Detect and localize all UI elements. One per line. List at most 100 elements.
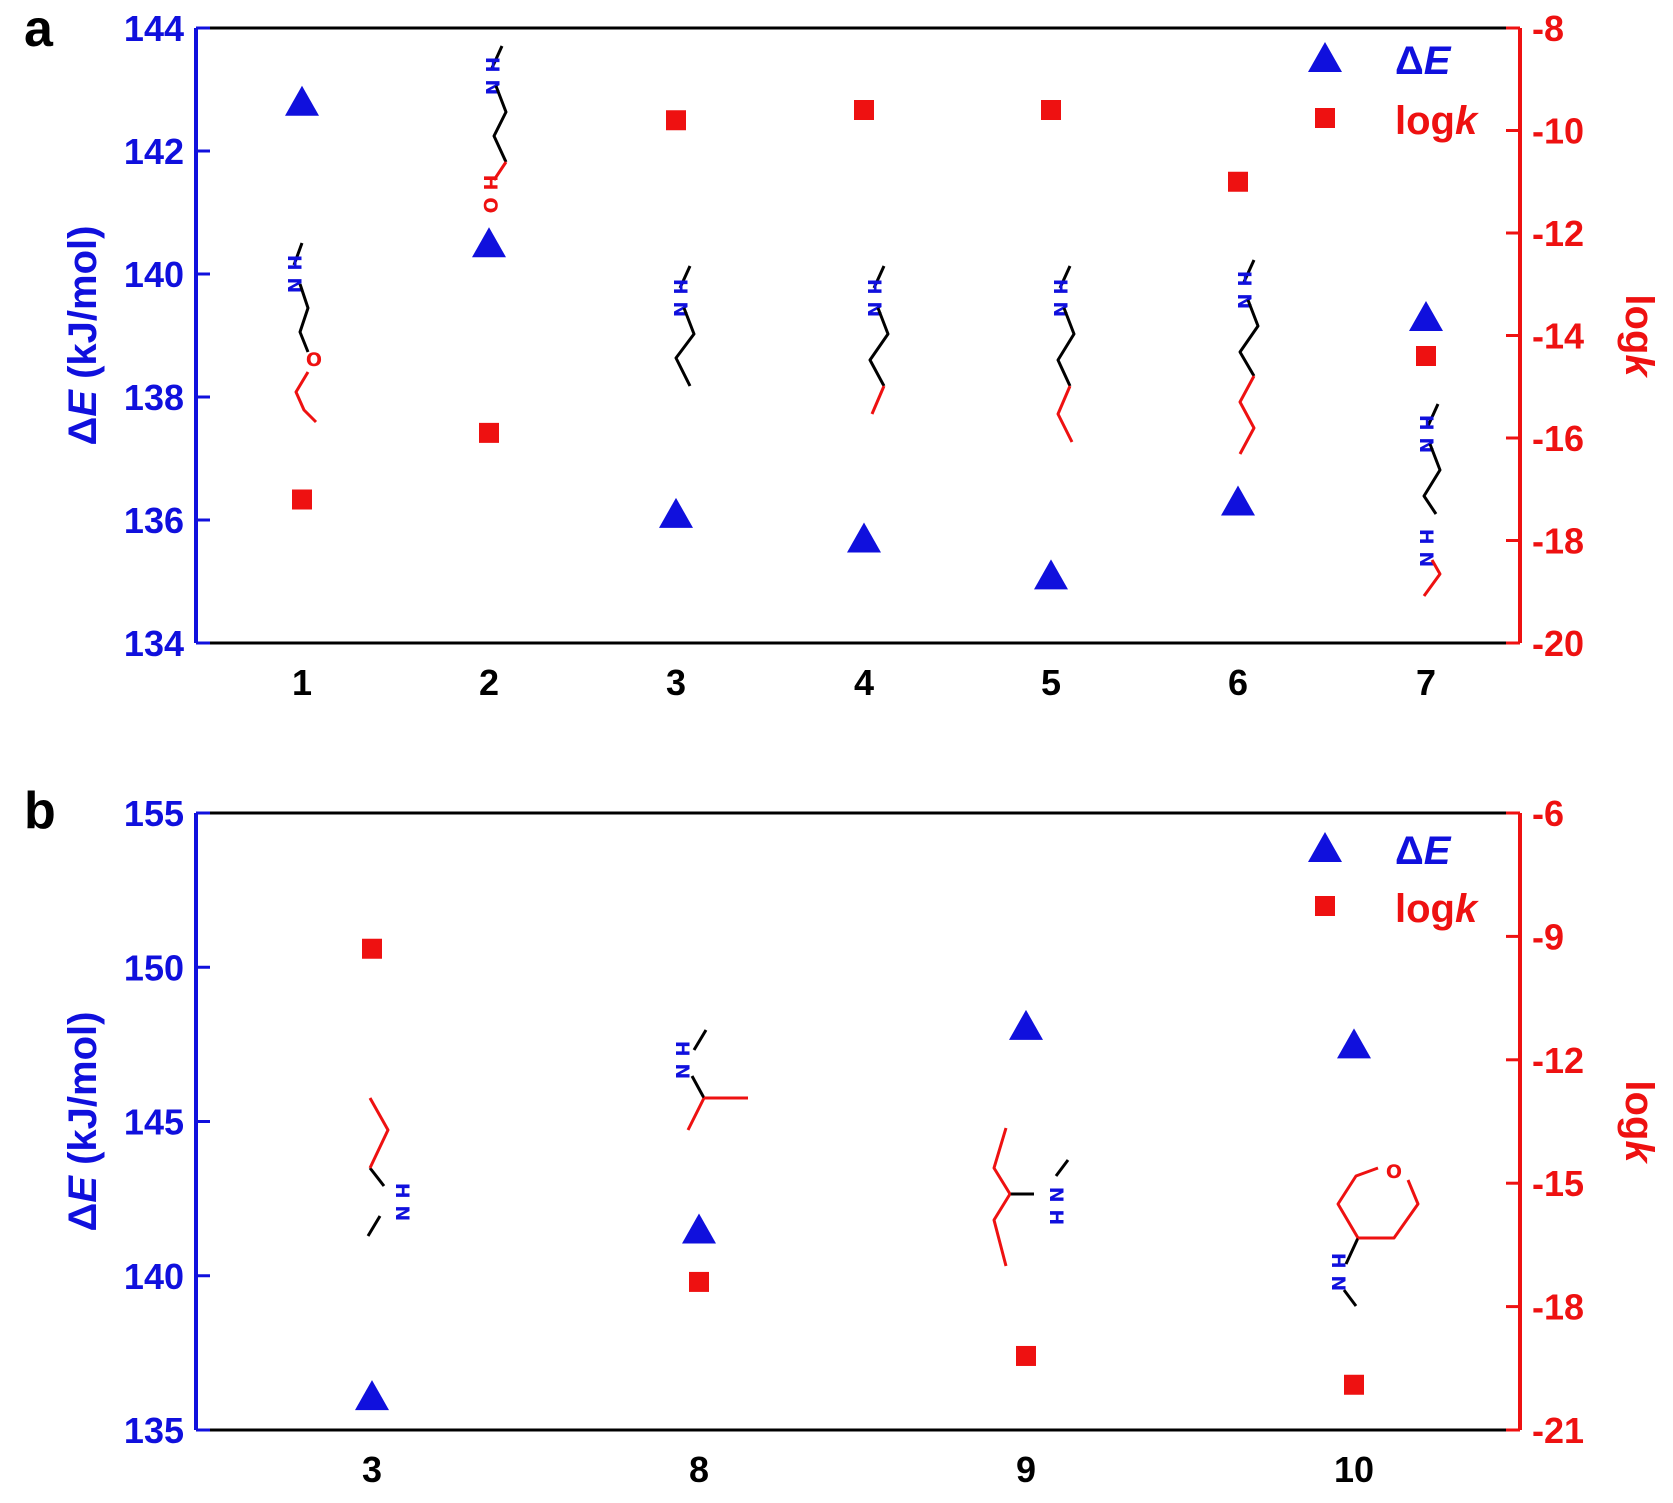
bond <box>692 1029 708 1051</box>
right-tick-label: -15 <box>1532 1163 1584 1204</box>
delta-e-point <box>1221 485 1255 516</box>
legend-delta-e-prefix: Δ <box>1395 829 1424 873</box>
bond <box>870 385 886 415</box>
left-tick-label: 138 <box>124 377 184 418</box>
right-axis-title-prefix: log <box>1617 294 1661 354</box>
legend-delta-e-italic: E <box>1424 829 1452 873</box>
bond <box>674 307 696 387</box>
amine-label: N H <box>1045 1187 1067 1225</box>
left-tick-label: 150 <box>124 947 184 988</box>
left-axis-title: ΔE (kJ/mol) <box>61 1012 105 1232</box>
delta-e-point <box>472 227 506 258</box>
logk-point <box>1416 346 1436 366</box>
bond <box>1344 1237 1360 1265</box>
bond <box>992 1193 1012 1267</box>
bond <box>292 242 304 266</box>
bond <box>1238 299 1260 377</box>
bond <box>678 265 692 289</box>
bond <box>686 1097 706 1131</box>
bond <box>1426 403 1440 427</box>
left-axis-title-suffix: (kJ/mol) <box>61 1012 105 1176</box>
x-tick-label: 3 <box>362 1449 382 1490</box>
bond <box>690 1075 706 1099</box>
amine-label: H N <box>1233 271 1255 309</box>
logk-point <box>1016 1345 1036 1366</box>
right-tick-label: -10 <box>1532 111 1584 152</box>
right-axis-title-italic: k <box>1617 354 1661 378</box>
right-tick-label: -12 <box>1532 213 1584 254</box>
bond <box>490 45 504 69</box>
amine-label: H N <box>391 1183 413 1221</box>
panel-b: b 135 140 145 150 155 -21 -18 -15 -12 -9 -6 3 8 9 10 ΔE … <box>24 782 1661 1490</box>
left-tick-label: 135 <box>124 1410 184 1451</box>
logk-point <box>666 110 686 131</box>
legend-logk: logk <box>1395 887 1479 931</box>
bond <box>368 1167 386 1187</box>
right-tick-label: -20 <box>1532 623 1584 664</box>
left-tick-label: 145 <box>124 1102 184 1143</box>
legend-square-icon <box>1315 896 1335 916</box>
logk-point <box>362 938 382 959</box>
left-axis-title-prefix: Δ <box>61 1203 105 1232</box>
legend-logk-prefix: log <box>1395 99 1455 143</box>
right-axis-title: logk <box>1617 1080 1661 1164</box>
panel-letter: a <box>24 0 54 58</box>
bond <box>1422 559 1442 597</box>
bond <box>294 371 318 424</box>
amine-label: H N <box>1415 415 1437 453</box>
logk-point <box>854 100 874 120</box>
hydroxyl-label: H O <box>479 175 501 214</box>
bond <box>992 1127 1012 1195</box>
bond <box>1358 1179 1420 1240</box>
right-tick-label: -14 <box>1532 316 1584 357</box>
amine-label: H N <box>283 255 305 293</box>
x-tick-label: 2 <box>479 662 499 703</box>
delta-e-point <box>1034 559 1068 590</box>
legend-square-icon <box>1315 108 1335 128</box>
bond <box>1056 385 1074 443</box>
x-tick-label: 6 <box>1228 662 1248 703</box>
right-tick-label: -21 <box>1532 1410 1584 1451</box>
bond <box>1238 375 1256 455</box>
delta-e-point <box>659 497 693 528</box>
delta-e-point <box>1337 1028 1371 1059</box>
x-tick-label: 5 <box>1041 662 1061 703</box>
legend-logk-italic: k <box>1455 99 1479 143</box>
amine-label: H N <box>1327 1253 1349 1291</box>
right-tick-label: -9 <box>1532 916 1564 957</box>
bond <box>298 283 310 353</box>
right-axis-title-italic: k <box>1617 1140 1661 1164</box>
left-tick-label: 140 <box>124 254 184 295</box>
legend-delta-e-prefix: Δ <box>1395 39 1424 83</box>
left-tick-label: 142 <box>124 131 184 172</box>
bond <box>366 1215 382 1237</box>
right-tick-label: -8 <box>1532 8 1564 49</box>
left-axis-title-suffix: (kJ/mol) <box>61 226 105 390</box>
molecule-structures: H N O H N H O H N H N H N H N H N H N H N H N N H H N… <box>283 45 1442 1307</box>
legend-delta-e-italic: E <box>1424 39 1452 83</box>
legend-logk-italic: k <box>1455 887 1479 931</box>
right-tick-label: -12 <box>1532 1040 1584 1081</box>
delta-e-point <box>355 1380 389 1411</box>
logk-point <box>292 489 312 510</box>
logk-point <box>689 1271 709 1292</box>
bond <box>1422 443 1442 515</box>
amine-label: H N <box>481 57 503 95</box>
legend-logk: logk <box>1395 99 1479 143</box>
left-tick-label: 140 <box>124 1256 184 1297</box>
logk-point <box>1344 1374 1364 1395</box>
right-tick-label: -6 <box>1532 793 1564 834</box>
logk-point <box>1041 100 1061 120</box>
delta-e-point <box>682 1213 716 1244</box>
right-tick-label: -18 <box>1532 521 1584 562</box>
amine-label: H N <box>669 279 691 317</box>
x-tick-label: 3 <box>666 662 686 703</box>
bond <box>1056 307 1076 387</box>
delta-e-point <box>1409 301 1443 332</box>
x-tick-label: 7 <box>1416 662 1436 703</box>
left-axis-title-prefix: Δ <box>61 417 105 446</box>
right-axis-title-prefix: log <box>1617 1080 1661 1140</box>
left-tick-label: 155 <box>124 793 184 834</box>
panel-a: a134136138140142144-20-18-16-14-12-10-81… <box>24 0 1661 703</box>
